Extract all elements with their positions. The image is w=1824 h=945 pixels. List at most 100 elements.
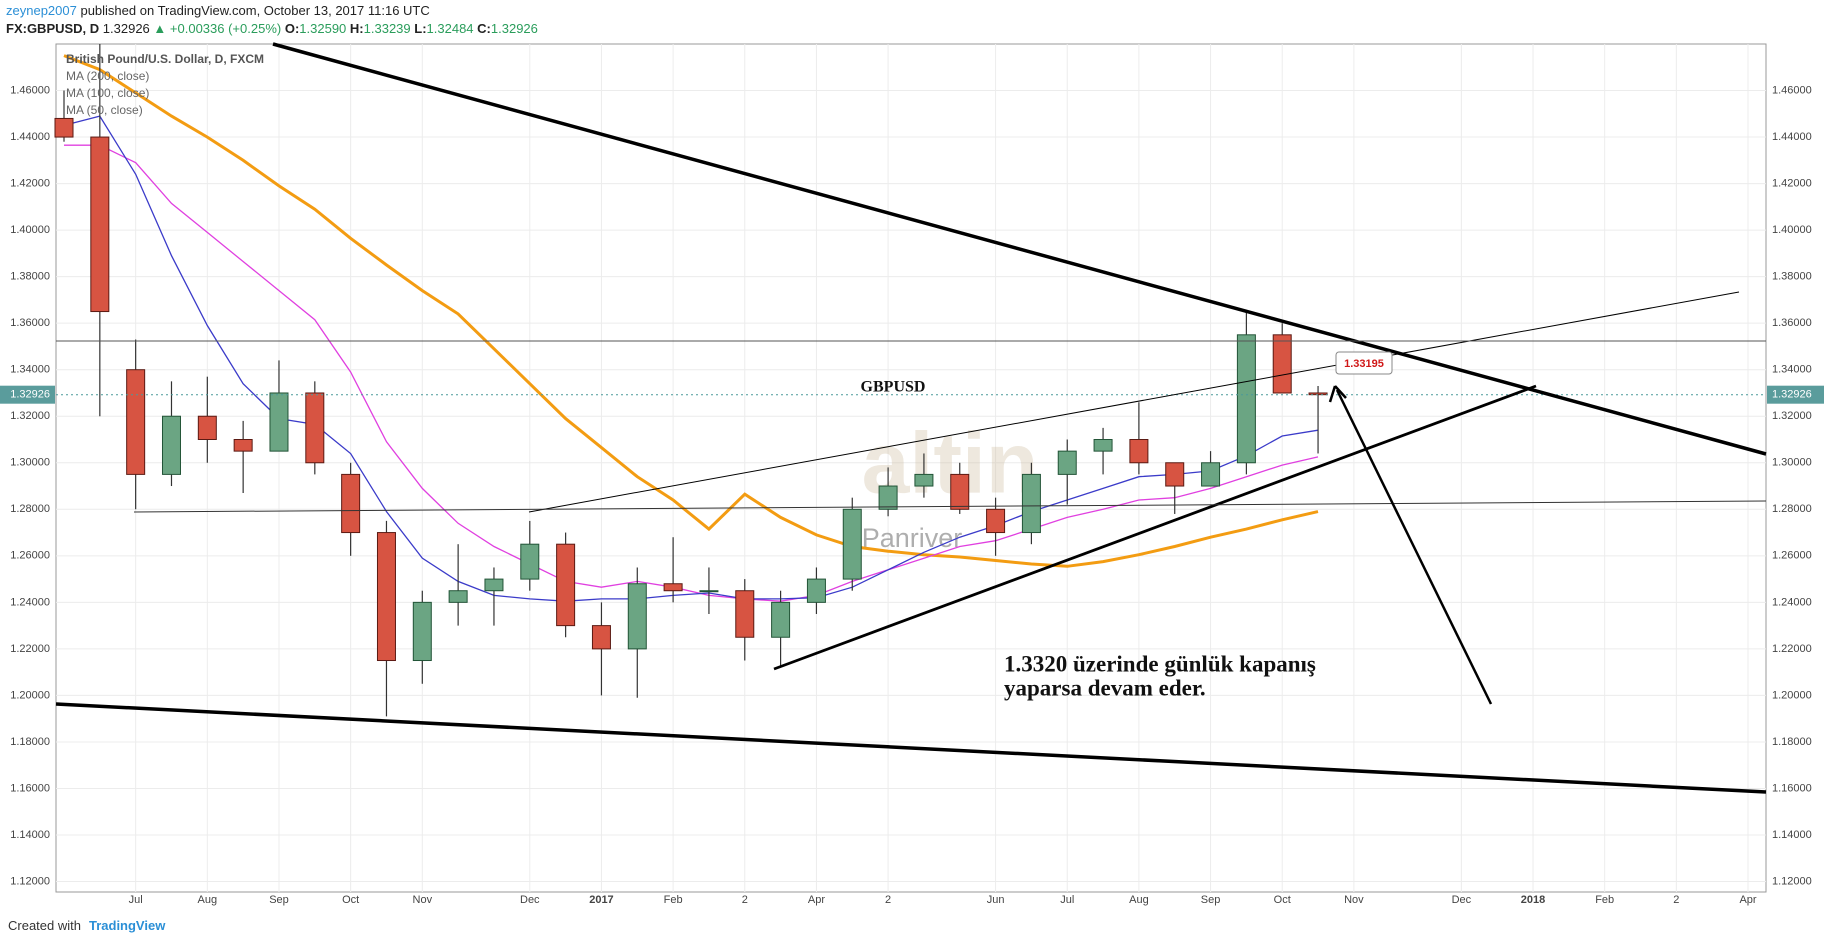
y-tick-label: 1.44000: [1772, 131, 1812, 143]
candle-body: [376, 532, 396, 662]
x-tick-label: Apr: [808, 894, 825, 906]
price-tag-label: 1.32926: [1772, 389, 1812, 401]
legend-entry: MA (200, close): [66, 69, 149, 83]
candle-body: [161, 415, 181, 475]
arrow-head: [1328, 385, 1347, 403]
moving-average: [63, 54, 1319, 568]
quote-line: FX:GBPUSD, D 1.32926 ▲ +0.00336 (+0.25%)…: [6, 20, 538, 38]
x-tick-label: Sep: [1201, 894, 1221, 906]
y-tick-label: 1.22000: [10, 643, 50, 655]
x-tick-label: Jun: [987, 894, 1005, 906]
candle-body: [54, 117, 74, 138]
price: 1.32926: [102, 21, 150, 36]
candle-body: [556, 543, 576, 627]
x-tick-label: Nov: [413, 894, 433, 906]
candle-body: [806, 578, 826, 603]
y-tick-label: 1.32000: [1772, 410, 1812, 422]
y-tick-label: 1.20000: [10, 689, 50, 701]
y-tick-label: 1.36000: [10, 317, 50, 329]
x-tick-label: 2017: [589, 894, 613, 906]
y-tick-label: 1.34000: [10, 364, 50, 376]
comment: yaparsa devam eder.: [1004, 675, 1206, 700]
candle-body: [914, 473, 934, 487]
trend-line: [55, 702, 1767, 794]
y-tick-label: 1.14000: [10, 829, 50, 841]
open: 1.32590: [299, 21, 347, 36]
brand[interactable]: TradingView: [88, 918, 166, 933]
candle-body: [1272, 334, 1292, 394]
trend-line: [528, 291, 1740, 513]
candle-body: [771, 601, 791, 638]
y-tick-label: 1.30000: [10, 457, 50, 469]
y-tick-label: 1.40000: [1772, 224, 1812, 236]
x-tick-label: 2: [885, 894, 891, 906]
low: 1.32484: [426, 21, 474, 36]
legend-entry: MA (50, close): [66, 103, 143, 117]
high: 1.33239: [363, 21, 411, 36]
symbol-note: GBPUSD: [861, 379, 926, 396]
y-tick-label: 1.26000: [10, 550, 50, 562]
candle-body: [1129, 439, 1149, 464]
candle-body: [950, 473, 970, 510]
arrow-line: [1335, 389, 1493, 705]
candle-body: [1308, 392, 1328, 396]
plot-frame: [55, 43, 1767, 893]
y-tick-label: 1.20000: [1772, 689, 1812, 701]
candle-body: [842, 508, 862, 580]
y-tick-label: 1.24000: [10, 596, 50, 608]
candle-body: [1093, 439, 1113, 452]
y-tick-label: 1.30000: [1772, 457, 1812, 469]
open-label: O:: [284, 21, 300, 36]
y-tick-label: 1.18000: [10, 736, 50, 748]
y-tick-label: 1.16000: [1772, 782, 1812, 794]
x-tick-label: Aug: [1129, 894, 1149, 906]
y-tick-label: 1.28000: [10, 503, 50, 515]
x-tick-label: Sep: [269, 894, 289, 906]
x-tick-label: Oct: [342, 894, 359, 906]
legend-entry: MA (100, close): [66, 86, 149, 100]
candle-body: [448, 590, 468, 603]
x-tick-label: Nov: [1344, 894, 1364, 906]
y-tick-label: 1.42000: [1772, 177, 1812, 189]
y-tick-label: 1.32000: [10, 410, 50, 422]
candle-body: [90, 136, 110, 313]
candle-body: [233, 439, 253, 452]
y-tick-label: 1.24000: [1772, 596, 1812, 608]
candle-body: [269, 392, 289, 452]
y-tick-label: 1.34000: [1772, 364, 1812, 376]
candle-body: [878, 485, 898, 510]
y-tick-label: 1.12000: [10, 875, 50, 887]
y-tick-label: 1.38000: [1772, 271, 1812, 283]
published: published on TradingView.com, October 13…: [80, 3, 430, 18]
y-tick-label: 1.46000: [10, 84, 50, 96]
x-tick-label: Oct: [1274, 894, 1291, 906]
y-tick-label: 1.28000: [1772, 503, 1812, 515]
y-tick-label: 1.16000: [10, 782, 50, 794]
candle-body: [1165, 462, 1185, 487]
x-tick-label: 2: [1673, 894, 1679, 906]
candle-body: [699, 590, 719, 593]
moving-average: [63, 115, 1319, 602]
candle-body: [126, 369, 146, 475]
moving-average: [64, 144, 1319, 602]
candle-body: [1201, 462, 1221, 487]
close: 1.32926: [490, 21, 538, 36]
created-with: Created with: [8, 918, 81, 933]
y-tick-label: 1.22000: [1772, 643, 1812, 655]
x-tick-label: Aug: [198, 894, 218, 906]
y-tick-label: 1.44000: [10, 131, 50, 143]
marks: [54, 44, 1766, 717]
candle-body: [341, 473, 361, 534]
watermark-sub: Panriver: [862, 523, 963, 553]
change: ▲ +0.00336 (+0.25%): [153, 21, 282, 36]
grid: [56, 44, 1766, 892]
x-tick-label: Apr: [1739, 894, 1756, 906]
author[interactable]: zeynep2007: [6, 3, 77, 18]
candle-body: [1021, 473, 1041, 534]
x-tick-label: 2018: [1521, 894, 1545, 906]
y-tick-label: 1.18000: [1772, 736, 1812, 748]
candle-body: [735, 590, 755, 638]
drawings: [55, 42, 1767, 794]
